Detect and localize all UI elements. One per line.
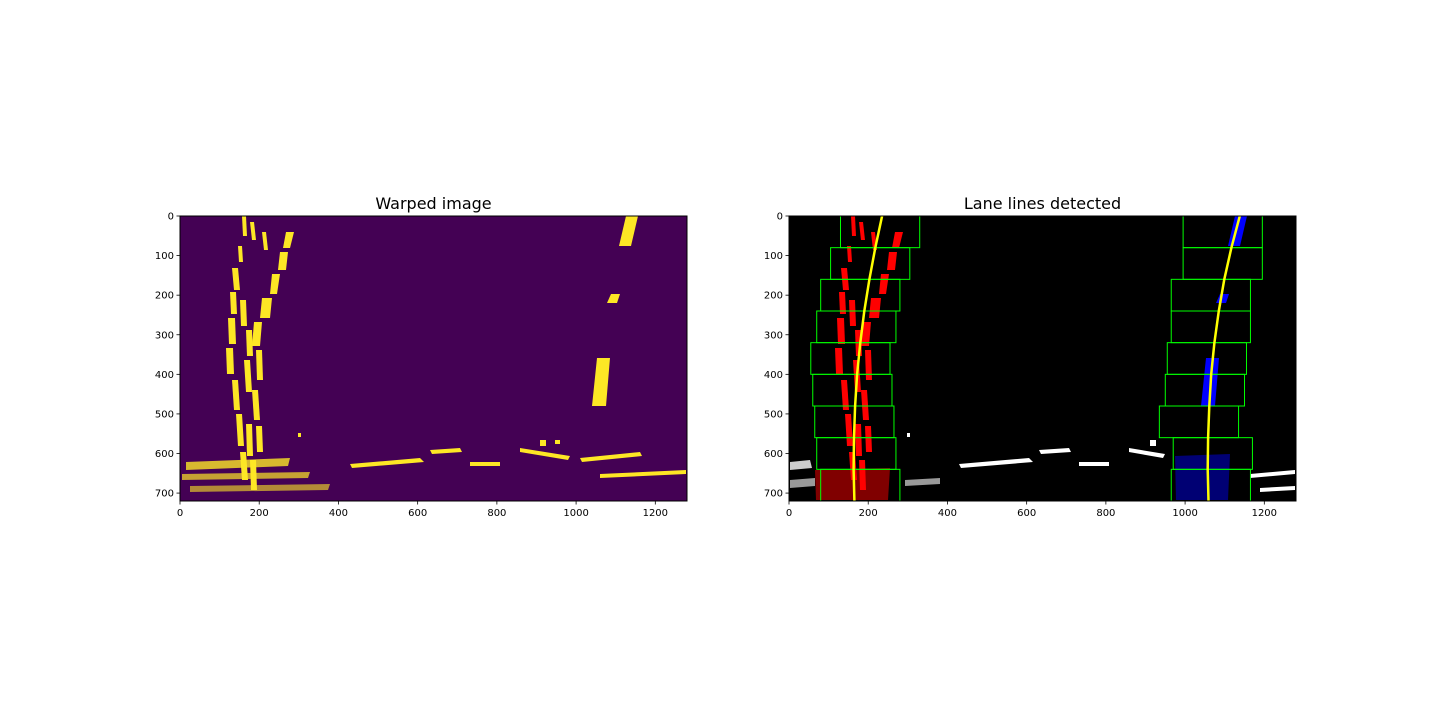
x-tick-label: 200 [859, 508, 878, 519]
y-tick-label: 500 [764, 409, 783, 420]
y-tick-label: 400 [764, 370, 783, 381]
x-tick-label: 1000 [1172, 508, 1197, 519]
lane-lines-y-ticks: 0 100 200 300 400 500 600 700 [764, 212, 789, 500]
warped-image-y-ticks: 0 100 200 300 400 500 600 700 [155, 212, 180, 500]
right-window [1170, 468, 1251, 501]
left-fit-line [852, 216, 884, 501]
y-tick-label: 600 [764, 449, 783, 460]
y-tick-label: 300 [764, 330, 783, 341]
other-pixels [790, 433, 1295, 492]
x-tick-label: 1200 [1252, 508, 1277, 519]
sliding-windows [810, 216, 1263, 501]
lane-lines-panel: Lane lines detected [764, 194, 1297, 519]
left-window [820, 468, 901, 501]
y-tick-label: 0 [777, 212, 783, 223]
lane-lines-pixels [790, 216, 1295, 500]
left-lane-pixels [815, 216, 903, 500]
y-tick-label: 0 [168, 212, 174, 223]
x-tick-label: 800 [487, 508, 506, 519]
x-tick-label: 0 [177, 508, 183, 519]
y-tick-label: 600 [155, 449, 174, 460]
x-tick-label: 400 [329, 508, 348, 519]
warped-image-x-ticks: 0 200 400 600 800 1000 1200 [177, 501, 668, 519]
warped-image-axes [179, 215, 688, 502]
warped-image-panel: Warped image [155, 194, 688, 519]
x-tick-label: 800 [1096, 508, 1115, 519]
y-tick-label: 700 [155, 489, 174, 500]
y-tick-label: 200 [764, 291, 783, 302]
warped-image-title: Warped image [375, 194, 491, 213]
x-tick-label: 0 [786, 508, 792, 519]
x-tick-label: 600 [1017, 508, 1036, 519]
fit-lines [852, 216, 1242, 501]
warped-lane-pixels [182, 216, 686, 492]
y-tick-label: 700 [764, 489, 783, 500]
y-tick-label: 400 [155, 370, 174, 381]
y-tick-label: 300 [155, 330, 174, 341]
lane-lines-axes [788, 215, 1297, 502]
y-tick-label: 100 [155, 251, 174, 262]
lane-lines-title: Lane lines detected [964, 194, 1121, 213]
x-tick-label: 200 [250, 508, 269, 519]
y-tick-label: 500 [155, 409, 174, 420]
x-tick-label: 1200 [643, 508, 668, 519]
right-fit-line [1206, 216, 1242, 501]
x-tick-label: 600 [408, 508, 427, 519]
y-tick-label: 100 [764, 251, 783, 262]
x-tick-label: 400 [938, 508, 957, 519]
x-tick-label: 1000 [563, 508, 588, 519]
lane-lines-x-ticks: 0 200 400 600 800 1000 1200 [786, 501, 1277, 519]
y-tick-label: 200 [155, 291, 174, 302]
